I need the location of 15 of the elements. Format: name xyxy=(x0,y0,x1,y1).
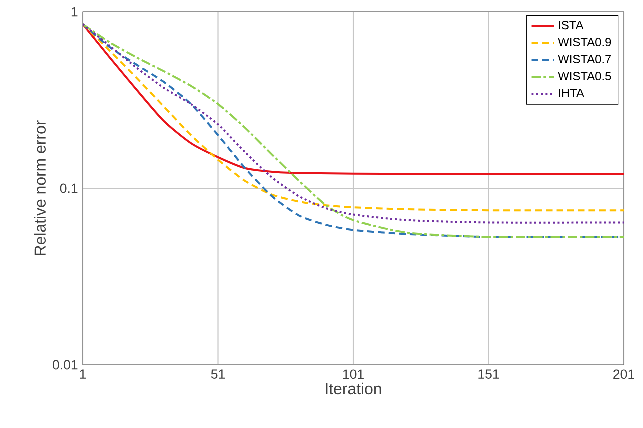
y-tick-label: 1 xyxy=(72,7,78,17)
y-tick-label: 0.1 xyxy=(60,184,78,194)
legend-label: WISTA0.7 xyxy=(558,55,612,64)
x-tick-label: 51 xyxy=(211,370,226,379)
y-tick-label: 0.01 xyxy=(52,360,78,370)
x-tick-label: 1 xyxy=(80,370,86,379)
y-axis-title: Relative norm error xyxy=(34,120,46,256)
x-axis-title: Iteration xyxy=(326,382,382,395)
x-tick-label: 201 xyxy=(614,370,634,380)
legend-label: ISTA xyxy=(559,21,584,30)
legend-label: WISTA0.9 xyxy=(558,38,612,47)
legend-label: IHTA xyxy=(559,89,584,98)
x-tick-label: 151 xyxy=(478,370,500,379)
x-tick-label: 101 xyxy=(343,370,364,380)
legend-label: WISTA0.5 xyxy=(558,72,612,81)
